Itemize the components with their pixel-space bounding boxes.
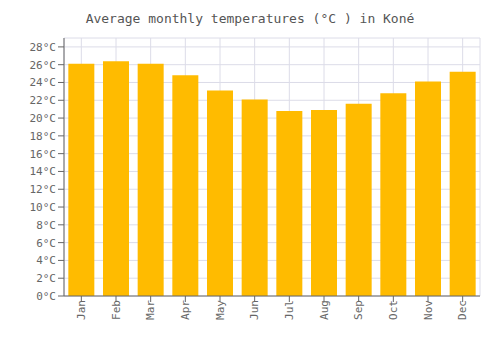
svg-text:14°C: 14°C	[30, 165, 57, 178]
svg-text:Oct: Oct	[387, 300, 400, 320]
svg-text:Feb: Feb	[110, 300, 123, 320]
svg-text:Aug: Aug	[318, 300, 331, 320]
svg-text:10°C: 10°C	[30, 201, 57, 214]
html-text:Average monthly temperatures (: Average monthly temperatures (°C ) in Ko…	[85, 11, 415, 26]
svg-text:24°C: 24°C	[30, 76, 57, 89]
svg-text:May: May	[214, 300, 227, 320]
svg-text:Apr: Apr	[179, 300, 192, 320]
svg-text:Jun: Jun	[248, 300, 261, 320]
svg-text:2°C: 2°C	[36, 272, 56, 285]
svg-text:20°C: 20°C	[30, 112, 57, 125]
svg-text:18°C: 18°C	[30, 130, 57, 143]
svg-text:0°C: 0°C	[36, 290, 56, 303]
svg-text:6°C: 6°C	[36, 237, 56, 250]
svg-text:Jan: Jan	[75, 300, 88, 320]
svg-text:Mar: Mar	[144, 300, 157, 320]
svg-text:12°C: 12°C	[30, 183, 57, 196]
svg-text:28°C: 28°C	[30, 41, 57, 54]
svg-text:8°C: 8°C	[36, 219, 56, 232]
svg-text:Nov: Nov	[422, 300, 435, 320]
svg-text:22°C: 22°C	[30, 94, 57, 107]
svg-text:16°C: 16°C	[30, 148, 57, 161]
svg-text:Dec: Dec	[456, 300, 469, 320]
svg-text:Jul: Jul	[283, 300, 296, 320]
svg-text:26°C: 26°C	[30, 59, 57, 72]
svg-text:Sep: Sep	[352, 300, 365, 320]
svg-text:4°C: 4°C	[36, 254, 56, 267]
